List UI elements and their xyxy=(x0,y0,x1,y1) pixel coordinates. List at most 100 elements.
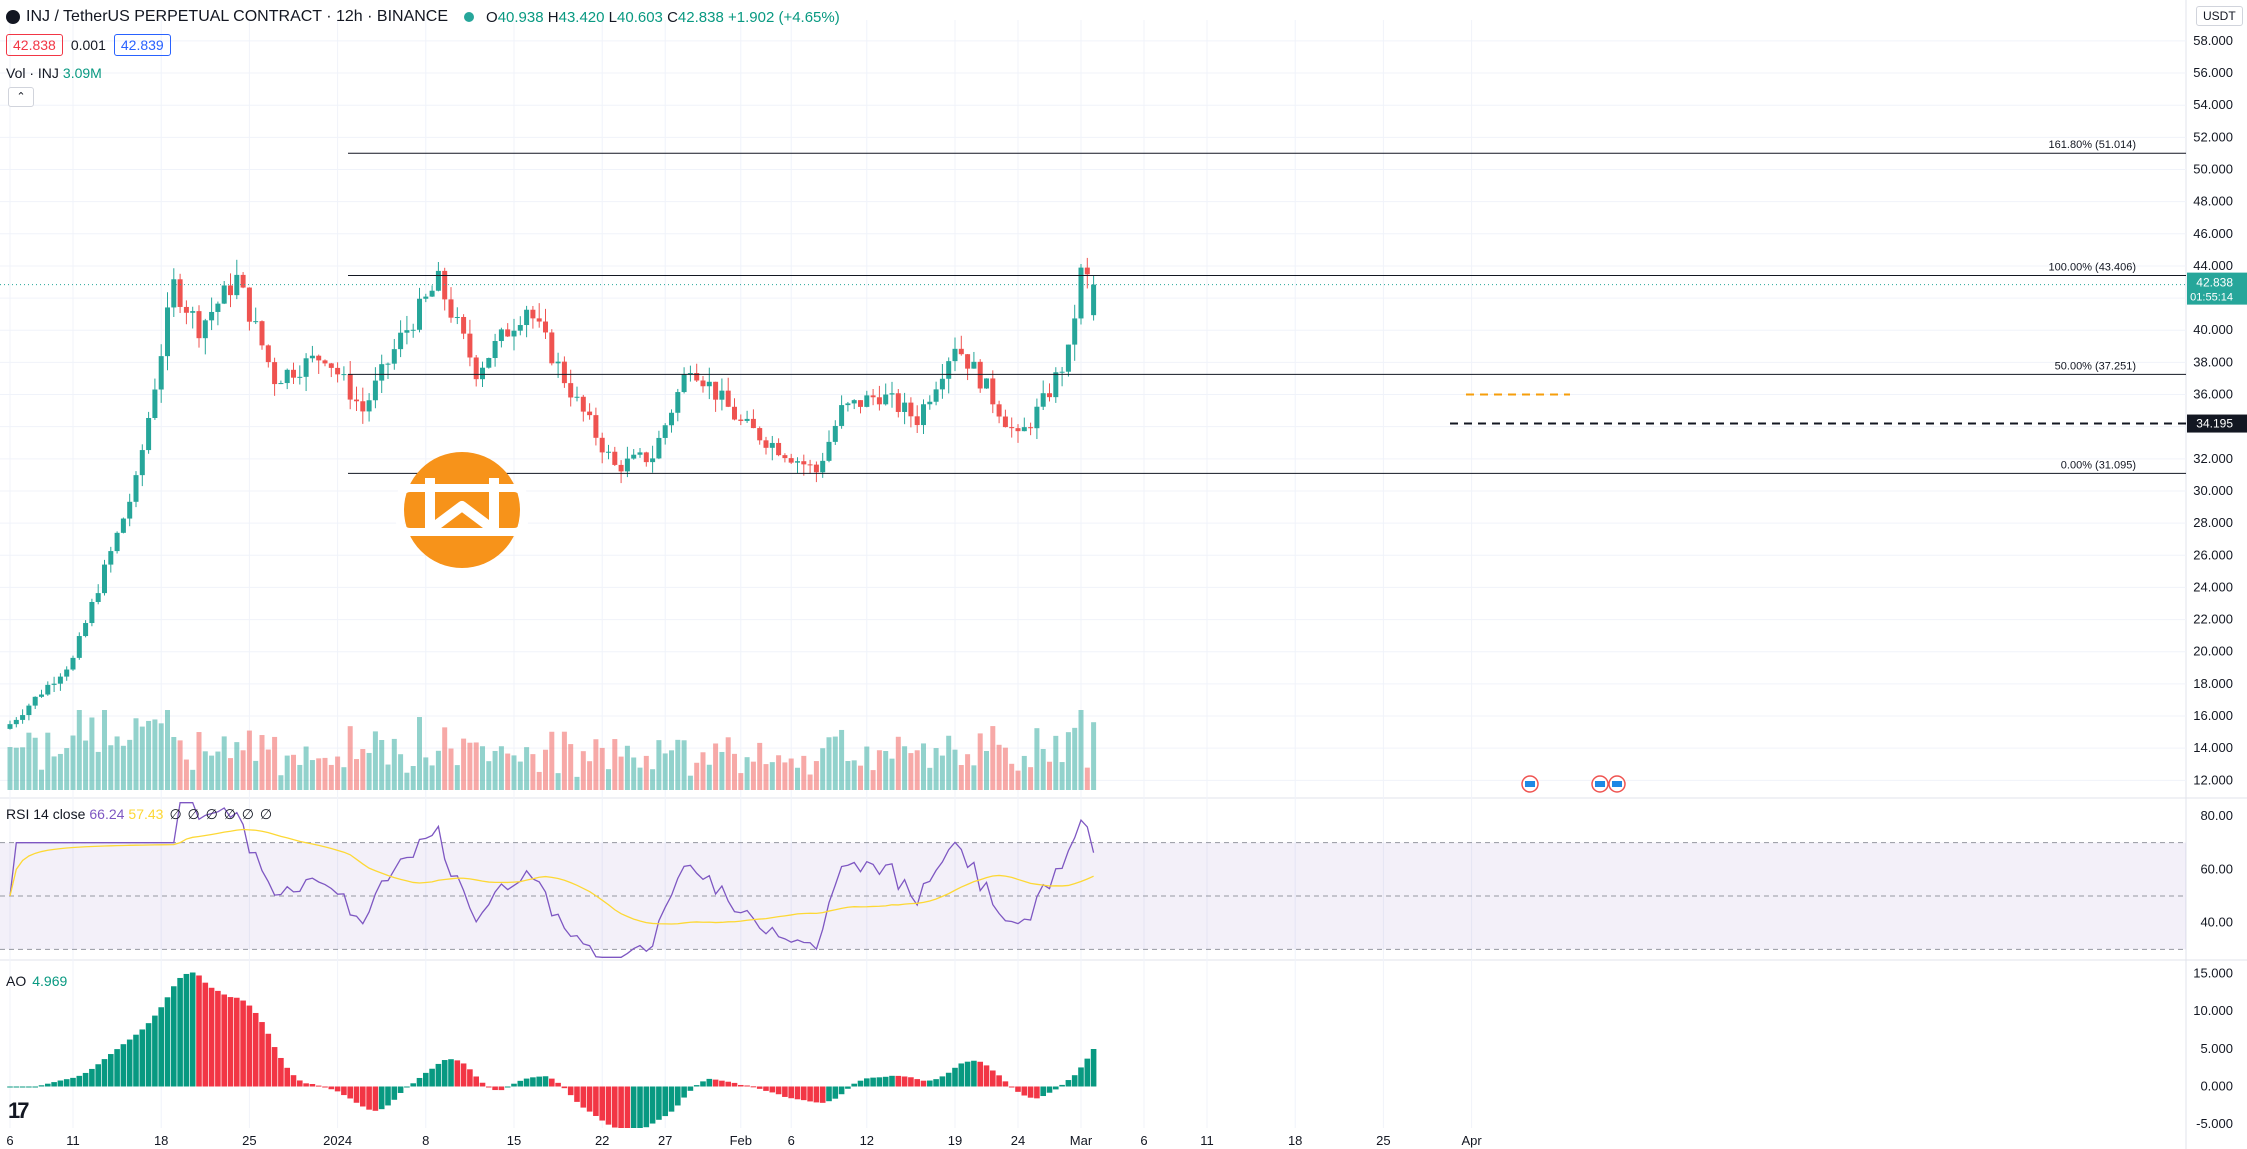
rsi-legend[interactable]: RSI 14 close 66.24 57.43 ∅ ∅ ∅ ∅ ∅ ∅ xyxy=(6,806,274,822)
volume-bar xyxy=(347,726,353,790)
candle-body xyxy=(322,360,328,364)
x-tick-label: 19 xyxy=(948,1133,962,1148)
candle-body xyxy=(921,404,926,426)
candle-body xyxy=(908,402,914,417)
volume-legend[interactable]: Vol · INJ 3.09M xyxy=(6,65,102,81)
ao-y-tick-label: 15.000 xyxy=(2193,965,2233,980)
ao-bar xyxy=(1059,1084,1065,1087)
candle-body xyxy=(845,403,851,406)
volume-bar xyxy=(360,749,366,790)
candle-body xyxy=(429,290,435,297)
candle-body xyxy=(1015,428,1021,432)
candle-body xyxy=(385,363,391,365)
volume-bar xyxy=(57,753,63,790)
volume-bar xyxy=(158,723,164,790)
candle-body xyxy=(215,303,221,312)
volume-bar xyxy=(965,754,971,790)
economic-event-icon xyxy=(1612,781,1622,787)
volume-bar xyxy=(146,720,152,790)
candle-body xyxy=(851,400,857,404)
symbol-header[interactable]: INJ / TetherUS PERPETUAL CONTRACT · 12h … xyxy=(6,8,840,26)
candle-body xyxy=(946,361,952,379)
candle-body xyxy=(536,318,542,322)
volume-bar xyxy=(435,750,441,790)
ao-bar xyxy=(82,1072,89,1087)
ao-bar xyxy=(7,1086,13,1088)
x-tick-label: 6 xyxy=(1140,1133,1147,1148)
candle-body xyxy=(114,532,120,552)
candle-body xyxy=(291,369,296,378)
volume-bar xyxy=(656,740,662,790)
volume-bar xyxy=(486,761,492,790)
ao-bar xyxy=(807,1086,813,1102)
candle-body xyxy=(297,376,303,378)
candle-body xyxy=(102,564,107,594)
volume-bar xyxy=(354,759,359,790)
candle-body xyxy=(624,458,630,472)
candle-body xyxy=(278,383,284,385)
buy-button[interactable]: 42.839 xyxy=(113,34,171,56)
last-price-label: 42.838 xyxy=(2196,276,2233,290)
ao-bar xyxy=(177,977,183,1087)
candle-body xyxy=(177,279,183,307)
ao-bar xyxy=(334,1086,341,1092)
candle-body xyxy=(984,378,989,389)
sell-button[interactable]: 42.838 xyxy=(6,34,63,56)
ao-bar xyxy=(410,1083,416,1087)
ao-bar xyxy=(549,1078,555,1087)
volume-bar xyxy=(807,774,813,790)
currency-selector[interactable]: USDT xyxy=(2196,6,2243,26)
candle-body xyxy=(1040,393,1046,407)
volume-bar xyxy=(719,751,725,790)
candle-body xyxy=(1021,427,1027,432)
collapse-legend-button[interactable]: ⌃ xyxy=(8,87,34,107)
candle-body xyxy=(744,418,750,421)
tradingview-logo[interactable]: 17 xyxy=(8,1098,30,1123)
candle-body xyxy=(354,399,359,402)
candle-body xyxy=(165,307,170,357)
volume-bar xyxy=(215,751,221,790)
candle-body xyxy=(958,348,964,355)
volume-bar xyxy=(454,765,460,790)
volume-bar xyxy=(599,747,605,790)
y-tick-label: 40.000 xyxy=(2193,322,2233,337)
candle-body xyxy=(473,357,479,380)
candle-body xyxy=(977,361,983,389)
ao-bar xyxy=(561,1086,568,1089)
ao-bar xyxy=(914,1079,920,1087)
bar-countdown-label: 01:55:14 xyxy=(2190,292,2233,304)
ao-bar xyxy=(315,1085,322,1087)
ao-bar xyxy=(908,1077,914,1087)
ao-bar xyxy=(567,1086,574,1096)
candle-body xyxy=(813,464,819,473)
candle-body xyxy=(883,394,889,405)
volume-bar xyxy=(423,757,429,790)
ao-bar xyxy=(183,973,190,1087)
candle-body xyxy=(965,354,971,369)
volume-bar xyxy=(536,771,542,790)
candle-body xyxy=(530,309,536,319)
ao-bar xyxy=(769,1086,776,1093)
volume-bar xyxy=(7,747,13,790)
ao-bar xyxy=(813,1086,820,1103)
ao-bar xyxy=(933,1079,939,1087)
ao-bar xyxy=(208,987,215,1087)
volume-bar xyxy=(700,752,706,790)
volume-bar xyxy=(442,727,448,790)
ao-bar xyxy=(32,1086,38,1088)
candle-body xyxy=(1047,393,1052,398)
volume-bar xyxy=(221,736,227,790)
ao-bar xyxy=(391,1086,398,1100)
candle-body xyxy=(914,416,920,426)
ao-bar xyxy=(397,1086,404,1093)
volume-bar xyxy=(650,769,656,790)
candle-body xyxy=(253,321,259,323)
volume-bar xyxy=(108,745,114,790)
ao-bar xyxy=(70,1077,76,1087)
ao-bar xyxy=(57,1080,64,1087)
volume-bar xyxy=(480,746,485,790)
volume-bar xyxy=(757,742,763,790)
ao-legend[interactable]: AO 4.969 xyxy=(6,973,68,989)
symbol-title[interactable]: INJ / TetherUS PERPETUAL CONTRACT · 12h … xyxy=(26,8,449,25)
